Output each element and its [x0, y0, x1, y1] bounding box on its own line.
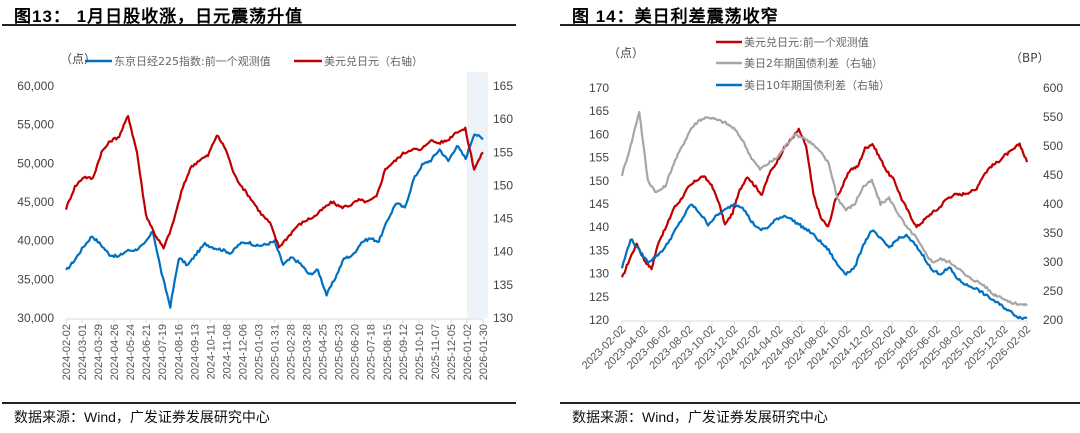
figure-13-title: 图13： 1月日股收涨，日元震荡升值 — [14, 7, 304, 26]
x-tick-label: 2024-02-02 — [61, 324, 73, 380]
legend-item: 东京日经225指数:前一个观测值 — [114, 54, 271, 68]
series-line — [620, 111, 1028, 307]
series-line — [65, 133, 484, 309]
source-divider — [560, 402, 1080, 404]
y-right-tick: 550 — [1043, 110, 1063, 124]
x-tick-label: 2025-07-18 — [366, 324, 378, 380]
y-left-tick: 40,000 — [17, 234, 54, 248]
y-right-tick: 150 — [493, 178, 513, 192]
x-tick-label: 2024-10-11 — [205, 324, 217, 379]
y-right-tick: 155 — [493, 145, 513, 159]
y-right-tick: 600 — [1043, 81, 1063, 95]
y-right-tick: 145 — [493, 212, 513, 226]
x-tick-label: 2025-02-28 — [286, 324, 298, 380]
x-tick-label: 2025-08-15 — [382, 324, 394, 380]
figure-14-source: 数据来源：Wind，广发证券发展研究中心 — [572, 409, 828, 425]
y-left-tick: 125 — [589, 290, 609, 304]
x-tick-label: 2024-08-16 — [173, 324, 185, 380]
x-tick-label: 2025-01-31 — [270, 324, 282, 380]
x-tick-label: 2025-03-28 — [302, 324, 314, 380]
y-right-tick: 165 — [493, 79, 513, 93]
figure-13-panel: 图13： 1月日股收涨，日元震荡升值 （点） 东京日经225指数:前一个观测值 美元… — [2, 7, 516, 425]
y-right-tick: 300 — [1043, 255, 1063, 269]
y-left-tick: 55,000 — [17, 118, 54, 132]
series-line — [620, 127, 1029, 278]
x-tick-label: 2024-04-26 — [109, 324, 121, 380]
y-left-tick: 60,000 — [17, 79, 54, 93]
legend-item: 美日10年期国债利差（右轴） — [744, 78, 890, 92]
x-tick-label: 2025-06-20 — [350, 324, 362, 380]
y-left-tick: 130 — [589, 267, 609, 281]
title-divider — [560, 24, 1080, 26]
legend-item: 美日2年期国债利差（右轴） — [744, 56, 883, 70]
figure-13-chart: （点） 东京日经225指数:前一个观测值 美元兑日元（右轴） 60,000 55,000… — [17, 52, 513, 380]
y-right-tick: 250 — [1043, 284, 1063, 298]
x-tick-label: 2024-09-13 — [189, 324, 201, 380]
figure-13-source: 数据来源：Wind，广发证券发展研究中心 — [14, 409, 270, 425]
y-right-tick: 400 — [1043, 197, 1063, 211]
highlight-region — [467, 72, 488, 318]
y-left-tick: 120 — [589, 313, 609, 327]
x-tick-label: 2024-06-21 — [141, 324, 153, 380]
unit-label: （点） — [60, 52, 96, 66]
source-divider — [2, 402, 516, 404]
title-divider — [2, 24, 516, 26]
y-right-tick: 500 — [1043, 139, 1063, 153]
y-left-tick: 145 — [589, 197, 609, 211]
x-tick-label: 2025-11-07 — [430, 324, 442, 379]
y-left-tick: 165 — [589, 104, 609, 118]
x-tick-label: 2025-12-05 — [446, 324, 458, 380]
y-left-tick: 35,000 — [17, 272, 54, 286]
y-right-tick: 160 — [493, 112, 513, 126]
series-line — [620, 202, 1028, 321]
y-right-tick: 350 — [1043, 226, 1063, 240]
y-left-tick: 45,000 — [17, 195, 54, 209]
x-tick-label: 2025-05-23 — [334, 324, 346, 380]
y-left-tick: 30,000 — [17, 311, 54, 325]
y-right-tick: 450 — [1043, 168, 1063, 182]
y-left-tick: 135 — [589, 243, 609, 257]
unit-label-left: （点） — [608, 46, 644, 60]
y-left-tick: 50,000 — [17, 156, 54, 170]
x-tick-label: 2025-09-12 — [398, 324, 410, 380]
x-tick-label: 2024-11-08 — [221, 324, 233, 379]
figure-14-panel: 图 14：美日利差震荡收窄 （点） （BP） 美元兑日元:前一个观测值 美日2年期国债… — [540, 0, 1080, 433]
legend-item: 美元兑日元:前一个观测值 — [744, 35, 869, 49]
figure-14-title: 图 14：美日利差震荡收窄 — [572, 7, 779, 26]
y-right-tick: 200 — [1043, 313, 1063, 327]
y-right-tick: 135 — [493, 278, 513, 292]
x-tick-label: 2024-05-24 — [125, 324, 137, 380]
x-tick-label: 2024-07-19 — [157, 324, 169, 380]
x-tick-label: 2024-12-06 — [237, 324, 249, 380]
legend-item: 美元兑日元（右轴） — [324, 54, 423, 68]
y-right-tick: 140 — [493, 245, 513, 259]
unit-label-right: （BP） — [1010, 51, 1049, 65]
y-right-tick: 130 — [493, 311, 513, 325]
x-tick-label: 2024-03-01 — [77, 324, 89, 380]
y-left-tick: 160 — [589, 127, 609, 141]
x-tick-label: 2025-04-25 — [318, 324, 330, 380]
y-left-tick: 170 — [589, 81, 609, 95]
y-left-tick: 155 — [589, 151, 609, 165]
y-left-tick: 150 — [589, 174, 609, 188]
x-tick-label: 2025-01-03 — [253, 324, 265, 380]
y-left-tick: 140 — [589, 220, 609, 234]
x-tick-label: 2025-10-10 — [414, 324, 426, 380]
series-line — [64, 114, 484, 250]
x-tick-label: 2024-03-29 — [93, 324, 105, 380]
x-tick-label: 2026-01-30 — [478, 324, 490, 380]
x-tick-label: 2026-01-02 — [462, 324, 474, 380]
